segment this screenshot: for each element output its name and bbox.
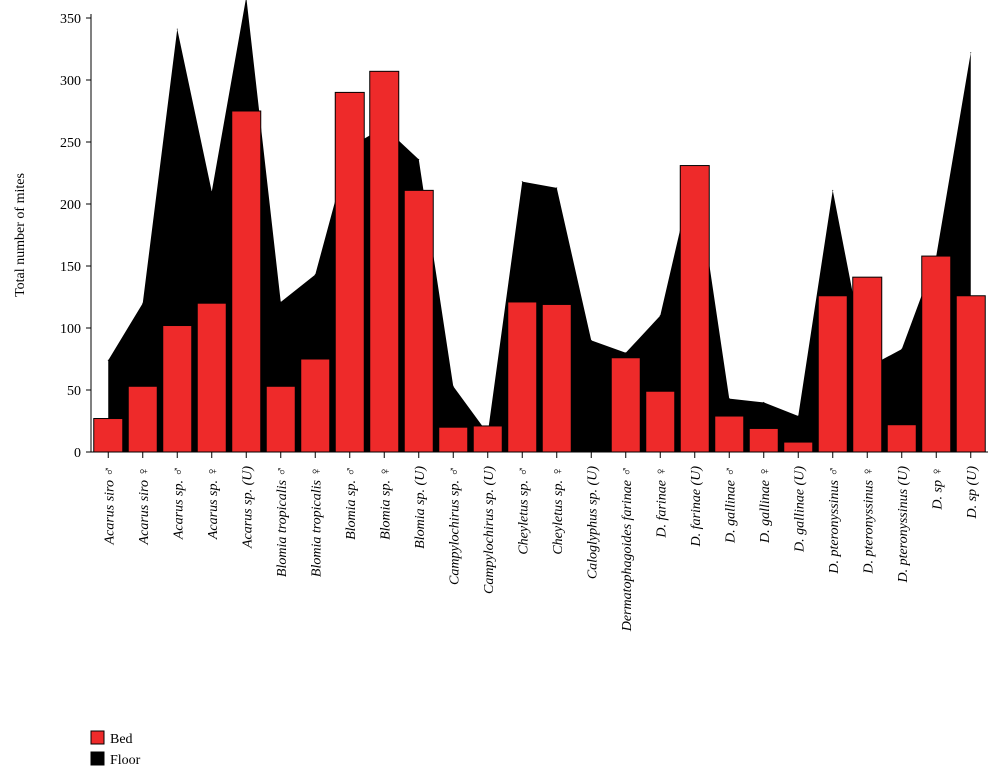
y-axis: 0 50 100 150 200 250 300 350 (60, 12, 92, 461)
bed-bar (541, 303, 572, 452)
bed-bar (265, 385, 296, 452)
y-tick-label: 200 (60, 198, 81, 213)
bed-bar (714, 415, 745, 452)
x-tick-label: Acarus sp. (U) (240, 466, 255, 549)
x-tick-label: D. pteronyssinus ♂ (827, 466, 842, 575)
x-tick-label: Dermatophagoides farinae ♂ (620, 466, 635, 632)
y-axis-title: Total number of mites (13, 173, 28, 297)
bed-bar (886, 424, 917, 452)
floor-point (832, 189, 834, 191)
x-tick-label: D. farinae ♀ (654, 466, 669, 539)
legend: Bed Floor (90, 730, 141, 768)
y-tick-label: 150 (60, 260, 81, 275)
x-tick-label: Cheyletus sp. ♀ (551, 466, 566, 555)
floor-point (107, 359, 109, 361)
floor-point (763, 401, 765, 403)
bed-bar (817, 295, 848, 452)
bed-bar (438, 426, 469, 452)
bed-bar (162, 325, 193, 452)
x-axis: Acarus siro ♂ Acarus siro ♀ Acarus sp. ♂ Ac… (91, 451, 988, 632)
x-tick-label: Campylochirus sp. (U) (482, 466, 497, 594)
x-tick-label: Acarus siro ♀ (137, 466, 152, 545)
floor-point (211, 191, 213, 193)
floor-point (556, 187, 558, 189)
bed-bar (955, 295, 986, 452)
bed-bar (300, 358, 331, 452)
bed-bar (748, 427, 779, 452)
x-tick-label: D. pteronyssinus ♀ (861, 466, 876, 575)
bed-bar (472, 425, 503, 452)
bed-bar (93, 418, 124, 452)
y-tick-label: 350 (60, 12, 81, 27)
x-tick-label: Blomia tropicalis ♂ (275, 466, 290, 577)
floor-point (142, 302, 144, 304)
plot-area (93, 0, 986, 452)
bed-bar (921, 255, 952, 452)
x-tick-label: D. farinae (U) (689, 466, 704, 548)
x-tick-label: D. gallinae (U) (792, 466, 807, 553)
y-tick-label: 50 (67, 384, 81, 399)
floor-point (728, 398, 730, 400)
bed-bar (679, 165, 710, 452)
x-tick-label: Blomia sp. (U) (413, 466, 428, 549)
bed-bar (231, 110, 262, 452)
floor-point (521, 181, 523, 183)
floor-point (590, 339, 592, 341)
floor-point (418, 158, 420, 160)
bed-bar (645, 390, 676, 452)
x-tick-label: D. sp ♀ (930, 466, 945, 511)
x-tick-label: D. gallinae ♀ (758, 466, 773, 544)
floor-point (625, 352, 627, 354)
y-tick-label: 300 (60, 74, 81, 89)
floor-point (797, 415, 799, 417)
legend-label-floor: Floor (110, 753, 141, 768)
bed-bar (403, 189, 434, 452)
bed-bar (196, 302, 227, 452)
bed-bar (610, 357, 641, 452)
bed-bar (783, 441, 814, 452)
y-tick-label: 100 (60, 322, 81, 337)
x-tick-label: Blomia sp. ♀ (378, 466, 393, 540)
bed-bar (334, 91, 365, 452)
x-tick-label: Acarus sp. ♀ (206, 466, 221, 540)
y-tick-label: 250 (60, 136, 81, 151)
x-tick-label: Blomia tropicalis ♀ (309, 466, 324, 577)
floor-point (176, 28, 178, 30)
floor-point (452, 385, 454, 387)
legend-swatch-floor (90, 751, 105, 766)
x-tick-label: Caloglyphus sp. (U) (585, 466, 600, 580)
x-tick-label: D. sp (U) (965, 466, 980, 520)
floor-point (280, 301, 282, 303)
x-tick-label: Cheyletus sp. ♂ (516, 466, 531, 555)
legend-label-bed: Bed (110, 732, 133, 747)
floor-point (659, 315, 661, 317)
x-tick-label: D. gallinae ♂ (723, 466, 738, 544)
bed-bar (127, 385, 158, 452)
floor-point (314, 274, 316, 276)
bed-bar (852, 276, 883, 452)
floor-point (970, 52, 972, 54)
floor-point (901, 348, 903, 350)
x-tick-label: D. pteronyssinus (U) (896, 466, 911, 584)
y-tick-label: 0 (74, 446, 81, 461)
x-tick-label: Campylochirus sp. ♂ (447, 466, 462, 585)
legend-swatch-bed (90, 730, 105, 745)
floor-area (108, 0, 971, 452)
x-tick-label: Acarus sp. ♂ (171, 466, 186, 540)
bed-bar (507, 301, 538, 452)
bed-bar (369, 70, 400, 452)
x-tick-label: Blomia sp. ♂ (344, 466, 359, 540)
x-tick-label: Acarus siro ♂ (102, 466, 117, 545)
